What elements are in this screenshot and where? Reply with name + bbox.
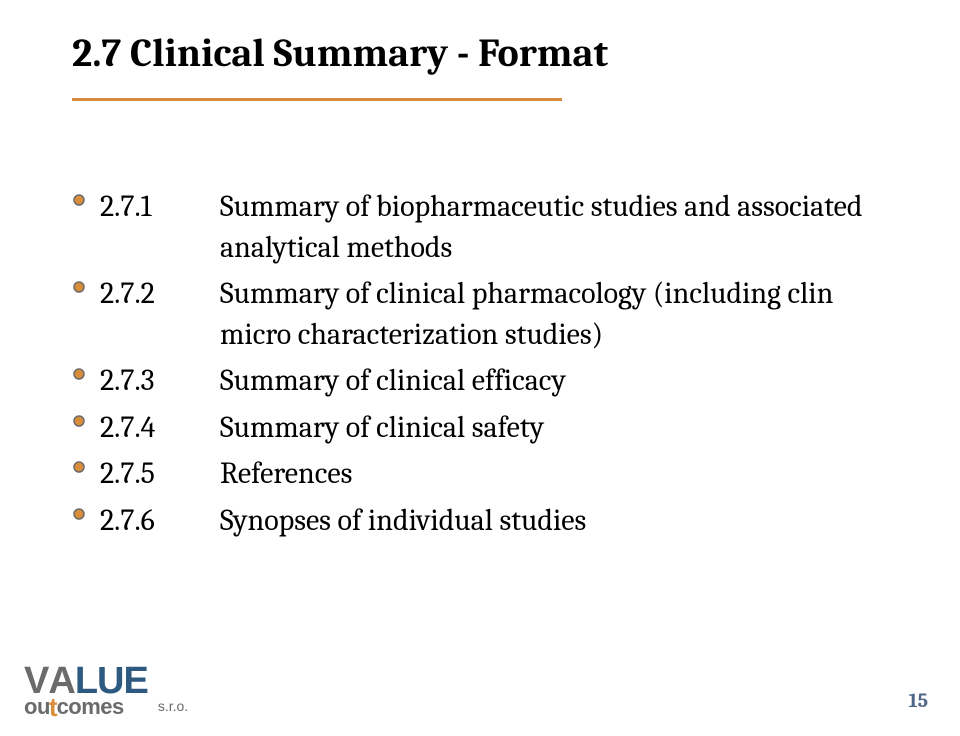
item-text: Summary of biopharmaceutic studies and a… xyxy=(220,187,888,268)
bullet-icon xyxy=(72,408,100,428)
logo-suffix: s.r.o. xyxy=(158,698,188,714)
item-text: References xyxy=(220,454,888,495)
item-number: 2.7.2 xyxy=(100,274,220,315)
item-number: 2.7.1 xyxy=(100,187,220,228)
item-number: 2.7.6 xyxy=(100,501,220,542)
list-item: 2.7.1 Summary of biopharmaceutic studies… xyxy=(72,187,888,268)
list-item: 2.7.3 Summary of clinical efficacy xyxy=(72,361,888,402)
logo-text: t xyxy=(49,694,58,720)
list-item: 2.7.4 Summary of clinical safety xyxy=(72,408,888,449)
logo-mark: V A L U E ou t comes xyxy=(24,662,148,718)
item-number: 2.7.5 xyxy=(100,454,220,495)
slide: 2.7 Clinical Summary - Format 2.7.1 Summ… xyxy=(0,0,960,736)
logo-letter: E xyxy=(123,662,147,700)
bullet-icon xyxy=(72,361,100,381)
logo-text: comes xyxy=(57,696,124,718)
slide-title: 2.7 Clinical Summary - Format xyxy=(72,30,960,76)
item-number: 2.7.4 xyxy=(100,408,220,449)
logo: V A L U E ou t comes s.r.o. xyxy=(24,662,188,718)
bullet-icon xyxy=(72,454,100,474)
title-block: 2.7 Clinical Summary - Format xyxy=(0,0,960,101)
bullet-icon xyxy=(72,501,100,521)
item-text: Synopses of individual studies xyxy=(220,501,888,542)
list-item: 2.7.5 References xyxy=(72,454,888,495)
logo-text: ou xyxy=(24,696,50,718)
bullet-icon xyxy=(72,274,100,294)
bullet-icon xyxy=(72,187,100,207)
item-text: Summary of clinical pharmacology (includ… xyxy=(220,274,888,355)
body-list: 2.7.1 Summary of biopharmaceutic studies… xyxy=(0,101,960,541)
item-text: Summary of clinical efficacy xyxy=(220,361,888,402)
page-number: 15 xyxy=(908,689,928,712)
item-text: Summary of clinical safety xyxy=(220,408,888,449)
list-item: 2.7.6 Synopses of individual studies xyxy=(72,501,888,542)
item-number: 2.7.3 xyxy=(100,361,220,402)
list-item: 2.7.2 Summary of clinical pharmacology (… xyxy=(72,274,888,355)
